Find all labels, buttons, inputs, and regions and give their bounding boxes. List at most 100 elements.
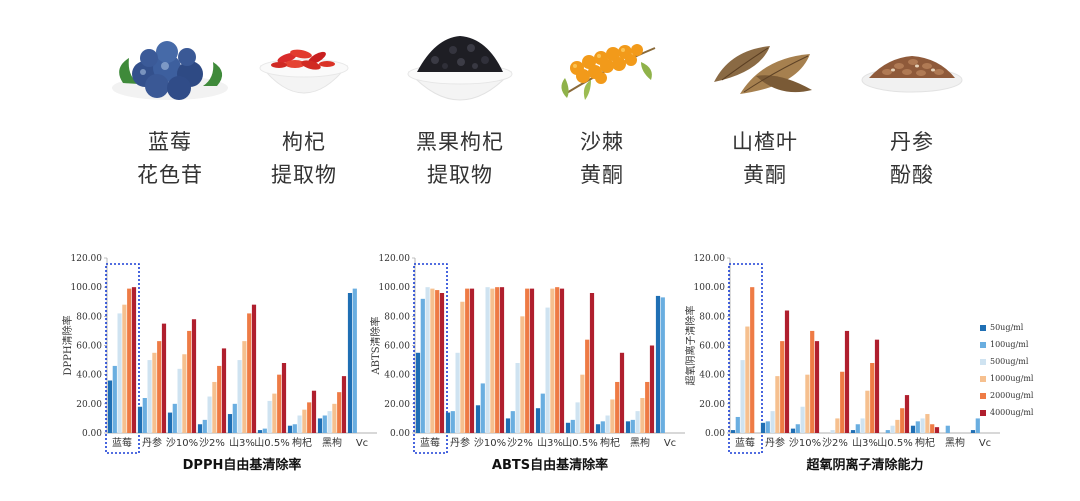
bar (137, 406, 143, 433)
product-blueberry: 蓝莓 花色苷 (85, 28, 255, 192)
bar (131, 287, 137, 433)
bar (430, 288, 435, 433)
bar (619, 352, 625, 433)
abts-chart-svg: 0.00 20.00 40.00 60.00 80.00 100.00 120.00 ABTS… (369, 254, 685, 473)
legend-label: 50ug/ml (990, 323, 1024, 332)
bar (890, 425, 895, 433)
bar (167, 412, 173, 433)
bar (420, 298, 425, 433)
y-tick-label: 60.00 (384, 342, 410, 352)
goji-berry-icon (239, 28, 369, 108)
bar (415, 352, 421, 433)
bar (830, 430, 835, 433)
bar (425, 287, 430, 433)
x-tick-label: 丹参 (765, 436, 785, 449)
y-axis-label: ABTS清除率 (369, 316, 382, 375)
bar (237, 360, 242, 433)
product-goji: 枸杞 提取物 (219, 28, 389, 192)
bar (520, 316, 525, 433)
bar (232, 403, 237, 433)
product-row: 蓝莓 花色苷 枸杞 提取物 (0, 28, 1080, 208)
y-axis-label: DPPH清除率 (61, 315, 74, 375)
bar (490, 288, 495, 433)
product-name: 黑果枸杞 (416, 130, 504, 154)
y-tick-label: 20.00 (384, 400, 410, 410)
bar (575, 402, 580, 433)
y-tick-label: 0.00 (705, 429, 725, 439)
x-tick-label: 沙10% (166, 437, 198, 449)
bar (559, 288, 565, 433)
product-type: 提取物 (427, 163, 493, 187)
y-tick-label: 60.00 (699, 342, 725, 352)
y-tick-label: 60.00 (76, 342, 102, 352)
y-tick-label: 0.00 (390, 429, 410, 439)
bar (540, 393, 545, 433)
legend-swatch (980, 409, 986, 416)
x-tick-label: 枸杞 (600, 436, 620, 449)
bar (317, 418, 323, 433)
dpph-chart: 0.00 20.00 40.00 60.00 80.00 100.00 120.00 DPPH… (61, 248, 382, 488)
bar (267, 400, 272, 433)
bar (975, 418, 980, 433)
x-tick-label: 沙2% (822, 437, 848, 449)
bar (112, 365, 117, 433)
x-tick-label: 蓝莓 (420, 437, 440, 449)
bar (341, 376, 347, 433)
x-tick-label: 枸杞 (292, 436, 312, 449)
bar (550, 288, 555, 433)
y-tick-label: 80.00 (76, 312, 102, 322)
bar (645, 381, 650, 433)
bar (322, 415, 327, 433)
x-tick-label: 沙2% (199, 437, 225, 449)
product-name: 沙棘 (580, 130, 624, 154)
x-tick-label: Vc (356, 438, 368, 449)
x-tick-label: 黑枸 (630, 436, 650, 449)
dpph-chart-svg: 0.00 20.00 40.00 60.00 80.00 100.00 120.00 DPPH… (61, 254, 377, 473)
product-type: 黄酮 (743, 163, 787, 187)
bar (610, 399, 615, 433)
bar (874, 339, 880, 433)
x-tick-label: 山3% (537, 437, 563, 449)
legend-item: 500ug/ml (980, 353, 1080, 370)
bar (630, 419, 635, 433)
bar (152, 352, 157, 433)
bar (191, 319, 197, 433)
bar (595, 424, 601, 433)
bar (925, 414, 930, 433)
bar (515, 363, 520, 433)
bar (161, 323, 167, 433)
y-tick-label: 20.00 (76, 400, 102, 410)
bar (735, 416, 740, 433)
salvia-root-icon (847, 28, 977, 108)
x-tick-label: 蓝莓 (735, 437, 755, 449)
bar (900, 408, 905, 433)
bar (800, 406, 805, 433)
product-type: 酚酸 (890, 163, 934, 187)
legend-label: 4000ug/ml (990, 408, 1034, 417)
bar (297, 415, 302, 433)
bar (227, 414, 233, 433)
bar (157, 341, 162, 433)
y-tick-label: 0.00 (82, 429, 102, 439)
bar (910, 425, 916, 433)
x-tick-label: 山3% (852, 437, 878, 449)
bar (142, 398, 147, 433)
legend-swatch (980, 358, 986, 365)
x-tick-label: 丹参 (142, 436, 162, 449)
bar (122, 304, 127, 433)
y-tick-label: 120.00 (694, 254, 726, 264)
y-tick-label: 100.00 (379, 283, 411, 293)
bar (337, 392, 342, 433)
bar (625, 421, 631, 433)
bar (287, 425, 293, 433)
bar (535, 408, 541, 433)
x-tick-label: 蓝莓 (112, 437, 132, 449)
highlight-box (413, 263, 448, 454)
bar (840, 371, 845, 433)
legend-label: 100ug/ml (990, 340, 1029, 349)
bar (529, 288, 535, 433)
legend-item: 50ug/ml (980, 319, 1080, 336)
bar (485, 287, 490, 433)
bar (499, 287, 505, 433)
bar (217, 365, 222, 433)
